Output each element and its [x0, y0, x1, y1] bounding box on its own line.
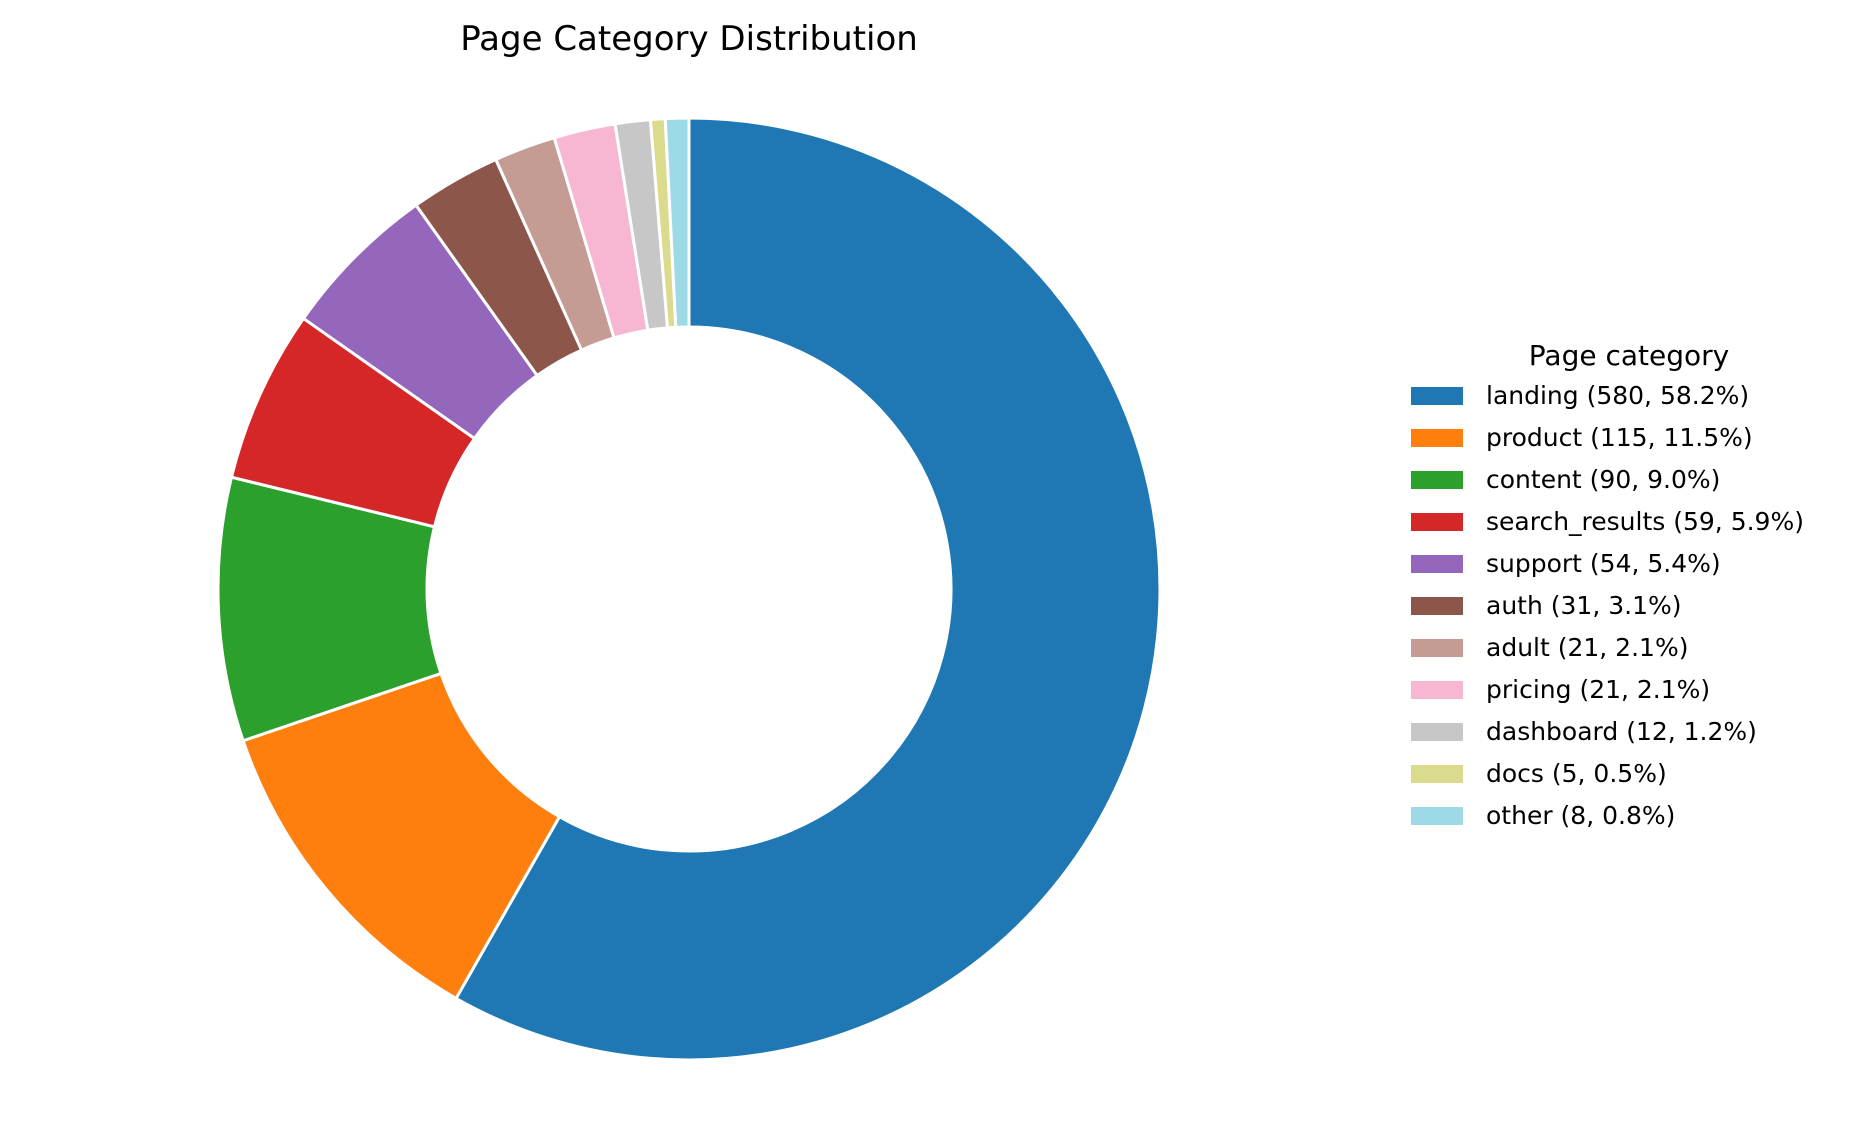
slice-landing	[454, 116, 1162, 1062]
legend-item: product (115, 11.5%)	[1411, 423, 1753, 452]
legend-swatch	[1411, 681, 1463, 699]
legend-swatch	[1411, 429, 1463, 447]
legend-item: landing (580, 58.2%)	[1411, 381, 1749, 410]
legend-swatch	[1411, 807, 1463, 825]
legend-items: landing (580, 58.2%) product (115, 11.5%)…	[1411, 381, 1804, 830]
legend-item: pricing (21, 2.1%)	[1411, 675, 1710, 704]
legend-label: docs (5, 0.5%)	[1486, 759, 1667, 788]
legend: Page category landing (580, 58.2%) produc…	[1411, 339, 1804, 830]
legend-swatch	[1411, 765, 1463, 783]
legend-swatch	[1411, 513, 1463, 531]
donut-slices	[216, 116, 1162, 1062]
legend-title: Page category	[1529, 339, 1729, 372]
legend-item: support (54, 5.4%)	[1411, 549, 1721, 578]
chart-title: Page Category Distribution	[460, 19, 918, 59]
legend-item: other (8, 0.8%)	[1411, 801, 1675, 830]
legend-swatch	[1411, 387, 1463, 405]
legend-item: content (90, 9.0%)	[1411, 465, 1720, 494]
legend-label: search_results (59, 5.9%)	[1486, 507, 1804, 536]
legend-label: support (54, 5.4%)	[1486, 549, 1721, 578]
legend-item: search_results (59, 5.9%)	[1411, 507, 1804, 536]
legend-item: adult (21, 2.1%)	[1411, 633, 1688, 662]
legend-swatch	[1411, 639, 1463, 657]
legend-swatch	[1411, 555, 1463, 573]
legend-label: other (8, 0.8%)	[1486, 801, 1675, 830]
legend-item: docs (5, 0.5%)	[1411, 759, 1667, 788]
legend-label: product (115, 11.5%)	[1486, 423, 1753, 452]
legend-label: content (90, 9.0%)	[1486, 465, 1720, 494]
legend-item: dashboard (12, 1.2%)	[1411, 717, 1757, 746]
legend-label: landing (580, 58.2%)	[1486, 381, 1749, 410]
legend-swatch	[1411, 597, 1463, 615]
legend-swatch	[1411, 471, 1463, 489]
legend-item: auth (31, 3.1%)	[1411, 591, 1681, 620]
slice-other	[663, 116, 691, 329]
legend-label: auth (31, 3.1%)	[1486, 591, 1681, 620]
legend-label: dashboard (12, 1.2%)	[1486, 717, 1757, 746]
legend-label: adult (21, 2.1%)	[1486, 633, 1688, 662]
legend-swatch	[1411, 723, 1463, 741]
legend-label: pricing (21, 2.1%)	[1486, 675, 1710, 704]
